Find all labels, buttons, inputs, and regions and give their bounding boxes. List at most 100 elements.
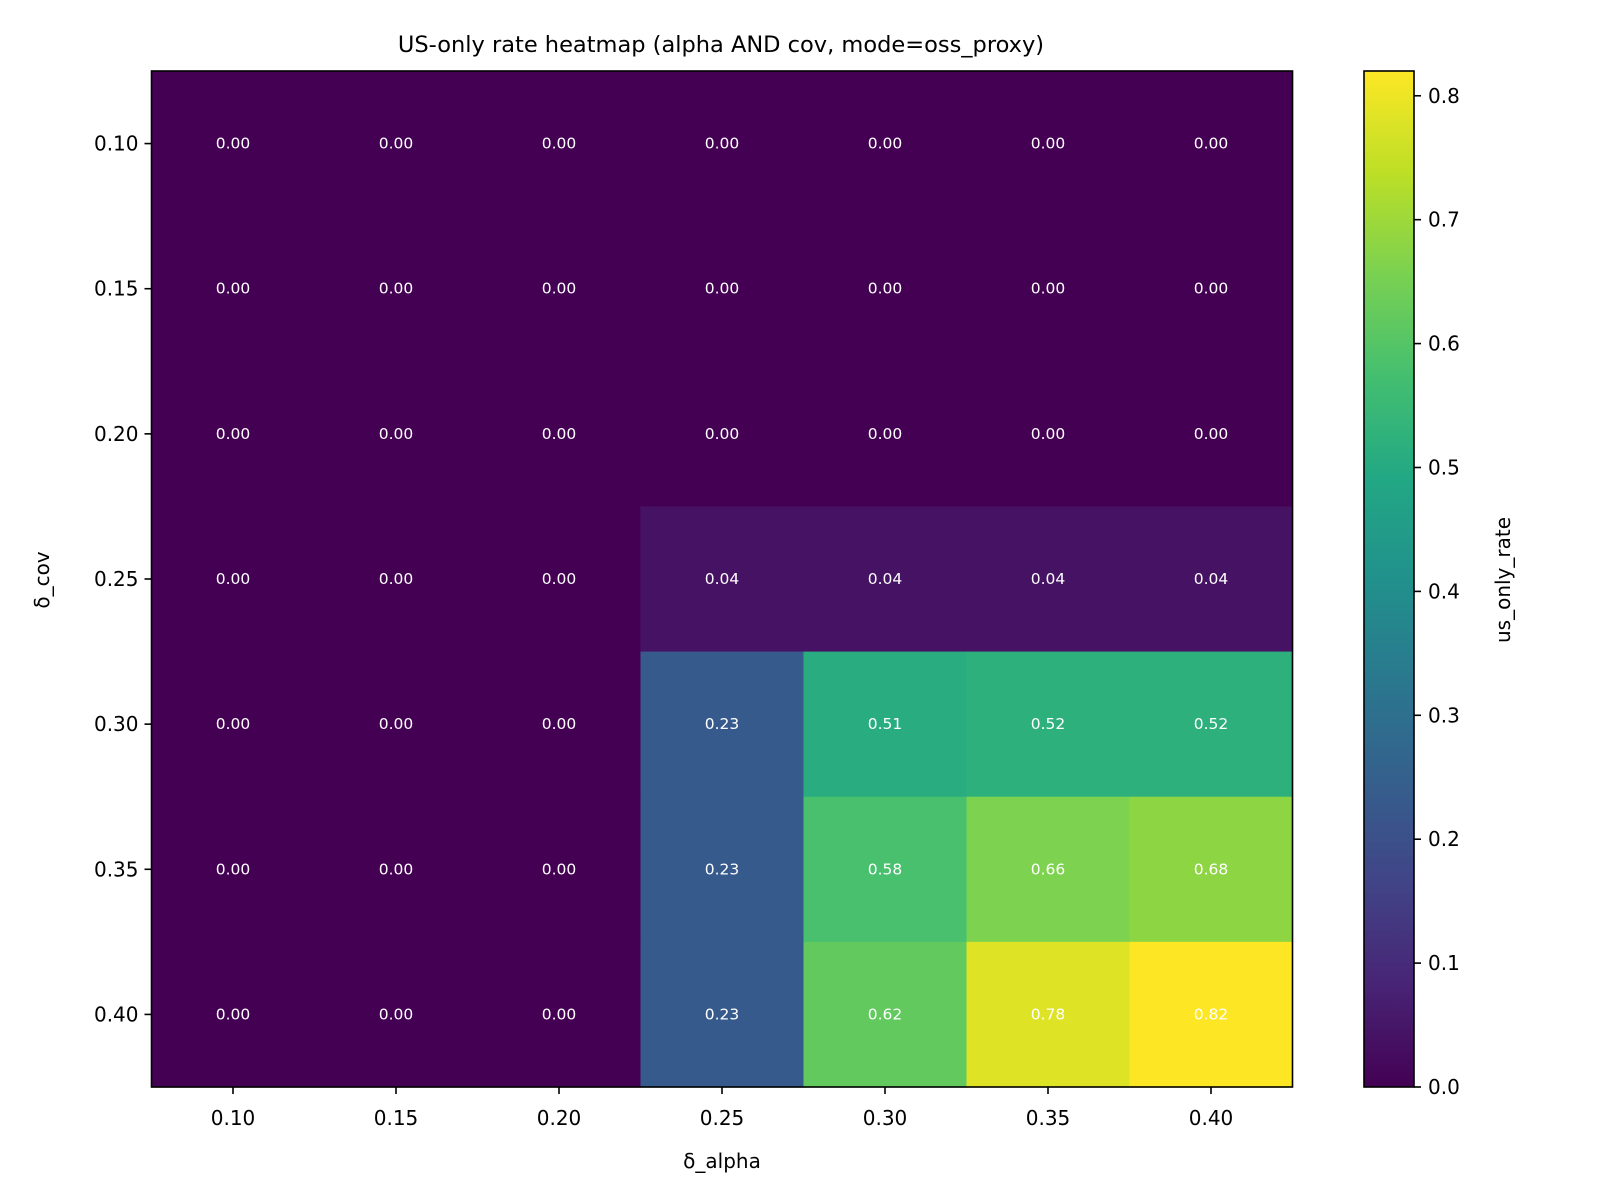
cell-value-label: 0.68 <box>1194 860 1229 878</box>
cell-value-label: 0.00 <box>216 425 251 443</box>
cell-value-label: 0.00 <box>216 1005 251 1023</box>
x-tick-label: 0.25 <box>700 1106 745 1130</box>
heatmap-cell <box>966 361 1131 508</box>
cell-value-label: 0.00 <box>542 1005 577 1023</box>
cell-value-label: 0.00 <box>1194 425 1229 443</box>
y-tick-label: 0.15 <box>94 277 139 301</box>
cell-value-label: 0.00 <box>868 135 903 153</box>
cell-value-label: 0.00 <box>216 280 251 298</box>
heatmap-cell <box>151 941 316 1088</box>
heatmap-cell <box>477 361 642 508</box>
cell-value-label: 0.04 <box>1031 570 1066 588</box>
colorbar-tick-label: 0.8 <box>1428 84 1460 108</box>
cell-value-label: 0.00 <box>705 135 740 153</box>
y-axis-ticks: 0.10 0.15 0.20 0.25 0.30 0.35 0.40 <box>94 132 152 1026</box>
colorbar-tick-label: 0.4 <box>1428 579 1460 603</box>
colorbar-tick-label: 0.6 <box>1428 332 1460 356</box>
heatmap-cell <box>640 71 805 217</box>
cell-value-label: 0.04 <box>868 570 903 588</box>
heatmap-cell-labels: 0.00 0.00 0.00 0.00 0.00 0.00 0.00 0.00 0.00 0.00… <box>216 135 1229 1024</box>
heatmap-cell <box>966 506 1131 653</box>
x-tick-label: 0.15 <box>374 1106 419 1130</box>
cell-value-label: 0.00 <box>379 1005 414 1023</box>
cell-value-label: 0.23 <box>705 1005 740 1023</box>
heatmap-cell <box>1129 71 1294 217</box>
cell-value-label: 0.66 <box>1031 860 1066 878</box>
heatmap-cell <box>1129 216 1294 362</box>
heatmap-cell <box>803 71 968 217</box>
heatmap-cell <box>640 796 805 943</box>
colorbar <box>1363 70 1415 1088</box>
heatmap-cell <box>1129 651 1294 798</box>
y-tick-label: 0.10 <box>94 132 139 156</box>
heatmap-cell <box>151 216 316 362</box>
y-tick-label: 0.20 <box>94 422 139 446</box>
x-tick-label: 0.40 <box>1189 1106 1234 1130</box>
heatmap-cell <box>640 506 805 653</box>
heatmap-cell <box>314 216 479 362</box>
heatmap-cell <box>966 71 1131 217</box>
heatmap-cell <box>803 941 968 1088</box>
y-tick-label: 0.35 <box>94 857 139 881</box>
heatmap-cells <box>151 71 1294 1088</box>
cell-value-label: 0.23 <box>705 860 740 878</box>
cell-value-label: 0.00 <box>379 280 414 298</box>
cell-value-label: 0.51 <box>868 715 903 733</box>
cell-value-label: 0.00 <box>868 425 903 443</box>
heatmap-cell <box>640 361 805 508</box>
heatmap-cell <box>1129 941 1294 1088</box>
x-axis-ticks: 0.10 0.15 0.20 0.25 0.30 0.35 0.40 <box>211 1087 1234 1130</box>
heatmap-cell <box>314 941 479 1088</box>
cell-value-label: 0.52 <box>1194 715 1229 733</box>
cell-value-label: 0.23 <box>705 715 740 733</box>
cell-value-label: 0.00 <box>216 715 251 733</box>
cell-value-label: 0.00 <box>1194 280 1229 298</box>
heatmap-cell <box>477 796 642 943</box>
cell-value-label: 0.00 <box>379 860 414 878</box>
cell-value-label: 0.62 <box>868 1005 903 1023</box>
cell-value-label: 0.00 <box>379 135 414 153</box>
colorbar-tick-label: 0.5 <box>1428 455 1460 479</box>
heatmap-cell <box>1129 796 1294 943</box>
heatmap-cell <box>151 506 316 653</box>
heatmap-cell <box>151 361 316 508</box>
colorbar-tick-label: 0.1 <box>1428 951 1460 975</box>
cell-value-label: 0.00 <box>542 135 577 153</box>
heatmap-cell <box>640 216 805 362</box>
y-tick-label: 0.40 <box>94 1002 139 1026</box>
colorbar-label: us_only_rate <box>1491 517 1515 643</box>
heatmap-cell <box>151 71 316 217</box>
cell-value-label: 0.00 <box>1031 135 1066 153</box>
cell-value-label: 0.00 <box>216 860 251 878</box>
heatmap-cell <box>803 796 968 943</box>
heatmap-cell <box>966 651 1131 798</box>
colorbar-tick-label: 0.3 <box>1428 703 1460 727</box>
cell-value-label: 0.00 <box>379 570 414 588</box>
cell-value-label: 0.00 <box>705 280 740 298</box>
x-tick-label: 0.20 <box>537 1106 582 1130</box>
cell-value-label: 0.00 <box>1194 135 1229 153</box>
heatmap-cell <box>314 506 479 653</box>
heatmap-cell <box>966 796 1131 943</box>
cell-value-label: 0.00 <box>379 715 414 733</box>
cell-value-label: 0.00 <box>542 570 577 588</box>
cell-value-label: 0.04 <box>1194 570 1229 588</box>
heatmap-cell <box>477 941 642 1088</box>
cell-value-label: 0.00 <box>1031 425 1066 443</box>
x-tick-label: 0.10 <box>211 1106 256 1130</box>
heatmap-cell <box>314 71 479 217</box>
colorbar-tick-label: 0.7 <box>1428 208 1460 232</box>
cell-value-label: 0.00 <box>216 135 251 153</box>
heatmap-cell <box>966 941 1131 1088</box>
heatmap-cell <box>1129 361 1294 508</box>
cell-value-label: 0.00 <box>542 280 577 298</box>
heatmap-cell <box>966 216 1131 362</box>
heatmap-cell <box>1129 506 1294 653</box>
heatmap-cell <box>803 216 968 362</box>
cell-value-label: 0.00 <box>216 570 251 588</box>
y-axis-label: δ_cov <box>30 551 54 608</box>
x-tick-label: 0.35 <box>1026 1106 1071 1130</box>
heatmap-cell <box>314 796 479 943</box>
